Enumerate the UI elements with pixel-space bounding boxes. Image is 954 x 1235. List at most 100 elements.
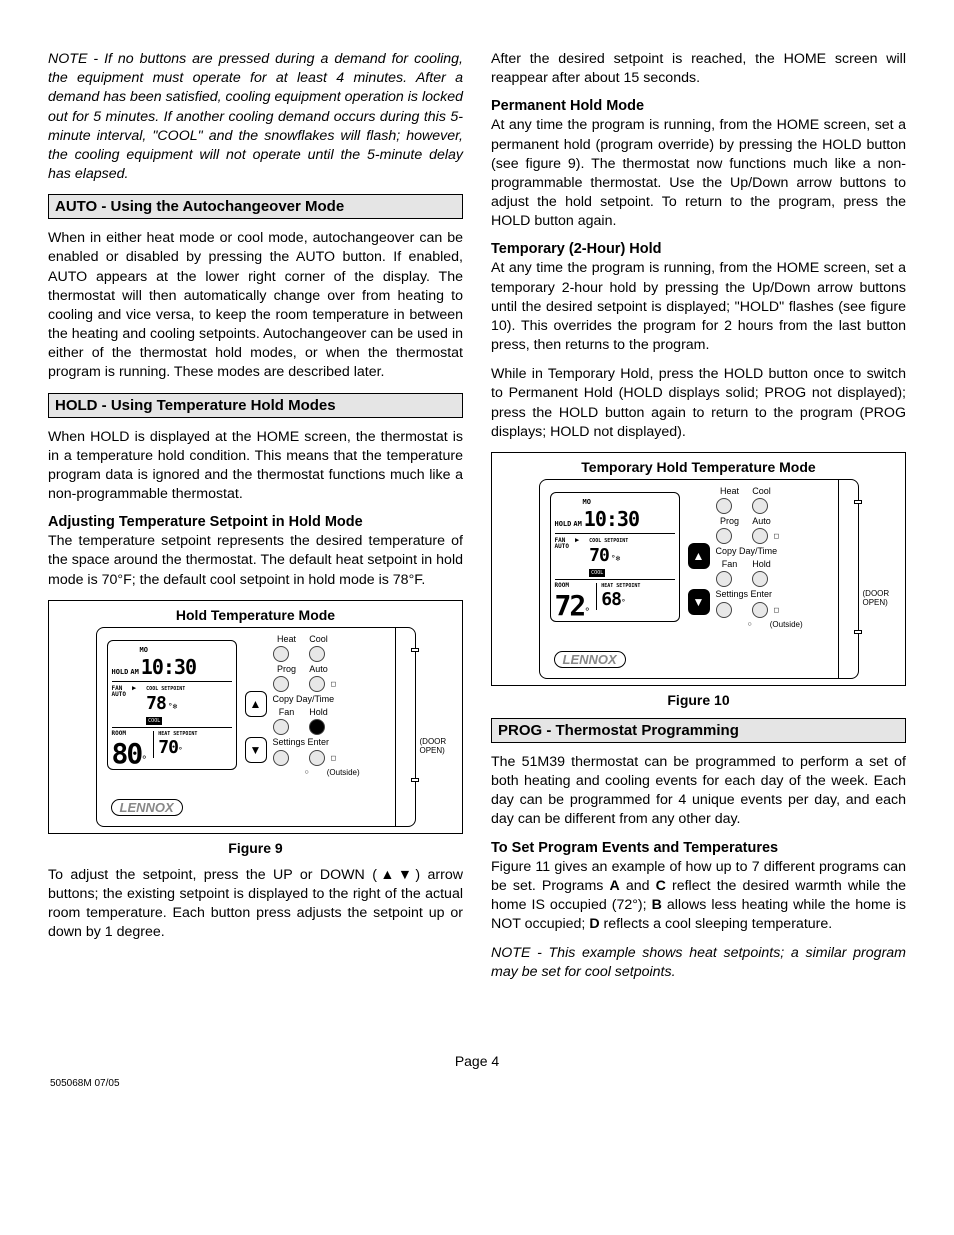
auto-paragraph: When in either heat mode or cool mode, a… bbox=[48, 229, 463, 382]
lennox-logo: LENNOX bbox=[554, 651, 626, 668]
adjust-paragraph-2: To adjust the setpoint, press the UP or … bbox=[48, 866, 463, 943]
lcd-time: 10:30 bbox=[584, 507, 639, 531]
figure-10-caption: Figure 10 bbox=[491, 692, 906, 708]
lcd-cool-temp: 70 bbox=[589, 545, 609, 566]
prog-header: PROG - Thermostat Programming bbox=[491, 718, 906, 743]
settings-button[interactable] bbox=[273, 750, 289, 766]
button-panel: HeatCool ProgAuto ◻ Copy Day/Time FanHol… bbox=[712, 480, 838, 678]
auto-button[interactable] bbox=[752, 528, 768, 544]
temp-header: Temporary (2-Hour) Hold bbox=[491, 241, 906, 257]
up-arrow-button[interactable] bbox=[688, 543, 710, 569]
perm-paragraph: At any time the program is running, from… bbox=[491, 116, 906, 231]
figure-9-caption: Figure 9 bbox=[48, 840, 463, 856]
prog-paragraph-1: The 51M39 thermostat can be programmed t… bbox=[491, 753, 906, 830]
enter-button[interactable] bbox=[309, 750, 325, 766]
lcd-day: MO bbox=[583, 498, 591, 506]
outside-label: (Outside) bbox=[770, 620, 803, 629]
bold-B: B bbox=[652, 897, 662, 913]
lcd-cool-temp: 78 bbox=[146, 693, 166, 714]
lcd-heat-temp: 70 bbox=[158, 737, 178, 758]
settings-label: Settings Enter bbox=[273, 737, 391, 747]
door-open-label: (DOOR OPEN) bbox=[863, 590, 890, 608]
text: reflects a cool sleeping temperature. bbox=[600, 916, 833, 932]
cool-button[interactable] bbox=[309, 646, 325, 662]
temp-paragraph-2: While in Temporary Hold, press the HOLD … bbox=[491, 365, 906, 442]
down-arrow-button[interactable] bbox=[688, 589, 710, 615]
thermostat-body: MO HOLD AM 10:30 FAN AUTO ▶ bbox=[539, 479, 859, 679]
auto-header: AUTO - Using the Autochangeover Mode bbox=[48, 194, 463, 219]
auto-button[interactable] bbox=[309, 676, 325, 692]
thermostat-fig9: MO HOLD AM 10:30 FAN AUTO ▶ bbox=[55, 627, 456, 827]
temp-paragraph-1: At any time the program is running, from… bbox=[491, 259, 906, 355]
button-panel: HeatCool ProgAuto ◻ Copy Day/Time FanHol… bbox=[269, 628, 395, 826]
hold-paragraph-1: When HOLD is displayed at the HOME scree… bbox=[48, 428, 463, 505]
lcd-am: AM bbox=[130, 668, 138, 676]
settings-label: Settings Enter bbox=[716, 589, 834, 599]
lcd-day: MO bbox=[140, 646, 148, 654]
lcd-room-label: ROOM bbox=[112, 730, 148, 737]
bold-A: A bbox=[609, 878, 619, 894]
hold-header: HOLD - Using Temperature Hold Modes bbox=[48, 393, 463, 418]
lcd-fan-auto: FAN AUTO bbox=[112, 686, 126, 698]
up-arrow-button[interactable] bbox=[245, 691, 267, 717]
note-top: NOTE - If no buttons are pressed during … bbox=[48, 50, 463, 184]
lcd-hold: HOLD bbox=[112, 668, 129, 676]
set-note: NOTE - This example shows heat setpoints… bbox=[491, 944, 906, 982]
heat-button[interactable] bbox=[273, 646, 289, 662]
hold-label: Hold bbox=[305, 707, 333, 717]
bold-D: D bbox=[589, 916, 599, 932]
heat-label: Heat bbox=[716, 486, 744, 496]
prog-button[interactable] bbox=[716, 528, 732, 544]
text: and bbox=[620, 878, 656, 894]
lennox-logo: LENNOX bbox=[111, 799, 183, 816]
set-header: To Set Program Events and Temperatures bbox=[491, 840, 906, 856]
lcd-time: 10:30 bbox=[141, 655, 196, 679]
auto-label: Auto bbox=[305, 664, 333, 674]
footer: 505068M 07/05 bbox=[50, 1078, 120, 1089]
lcd-fan-auto: FAN AUTO bbox=[555, 538, 569, 550]
down-arrow-button[interactable] bbox=[245, 737, 267, 763]
door-open-label: (DOOR OPEN) bbox=[420, 738, 447, 756]
prog-button[interactable] bbox=[273, 676, 289, 692]
figure-9-title: Hold Temperature Mode bbox=[55, 607, 456, 623]
fan-label: Fan bbox=[273, 707, 301, 717]
heat-button[interactable] bbox=[716, 498, 732, 514]
perm-header: Permanent Hold Mode bbox=[491, 98, 906, 114]
settings-button[interactable] bbox=[716, 602, 732, 618]
fan-button[interactable] bbox=[273, 719, 289, 735]
cool-button[interactable] bbox=[752, 498, 768, 514]
heat-label: Heat bbox=[273, 634, 301, 644]
page: NOTE - If no buttons are pressed during … bbox=[0, 0, 954, 1109]
adjust-paragraph: The temperature setpoint represents the … bbox=[48, 532, 463, 590]
lcd-heat-temp: 68 bbox=[601, 589, 621, 610]
left-column: NOTE - If no buttons are pressed during … bbox=[48, 50, 463, 993]
door-panel: (DOOR OPEN) bbox=[838, 480, 858, 678]
hold-button[interactable] bbox=[752, 571, 768, 587]
prog-label: Prog bbox=[716, 516, 744, 526]
thermostat-body: MO HOLD AM 10:30 FAN AUTO ▶ bbox=[96, 627, 416, 827]
page-number: Page 4 bbox=[48, 1053, 906, 1069]
right-column: After the desired setpoint is reached, t… bbox=[491, 50, 906, 993]
fan-button[interactable] bbox=[716, 571, 732, 587]
bold-C: C bbox=[656, 878, 666, 894]
lcd-room-label: ROOM bbox=[555, 582, 591, 589]
lcd-cool-label: COOL SETPOINT bbox=[589, 538, 628, 544]
lcd-room-temp: 72 bbox=[555, 589, 585, 622]
top-paragraph: After the desired setpoint is reached, t… bbox=[491, 50, 906, 88]
lcd-cool-label: COOL SETPOINT bbox=[146, 686, 185, 692]
door-panel: (DOOR OPEN) bbox=[395, 628, 415, 826]
arrow-buttons bbox=[686, 480, 712, 678]
set-paragraph-1: Figure 11 gives an example of how up to … bbox=[491, 858, 906, 935]
cool-label: Cool bbox=[748, 486, 776, 496]
figure-10-title: Temporary Hold Temperature Mode bbox=[498, 459, 899, 475]
figure-10-box: Temporary Hold Temperature Mode MO HOLD … bbox=[491, 452, 906, 686]
figure-9-box: Hold Temperature Mode MO HOLD AM 10:30 bbox=[48, 600, 463, 834]
copy-label: Copy Day/Time bbox=[273, 694, 391, 704]
arrow-buttons bbox=[243, 628, 269, 826]
fan-label: Fan bbox=[716, 559, 744, 569]
thermostat-screen: MO HOLD AM 10:30 FAN AUTO ▶ bbox=[550, 492, 680, 622]
hold-button[interactable] bbox=[309, 719, 325, 735]
hold-label: Hold bbox=[748, 559, 776, 569]
enter-button[interactable] bbox=[752, 602, 768, 618]
lcd-hold: HOLD bbox=[555, 520, 572, 528]
